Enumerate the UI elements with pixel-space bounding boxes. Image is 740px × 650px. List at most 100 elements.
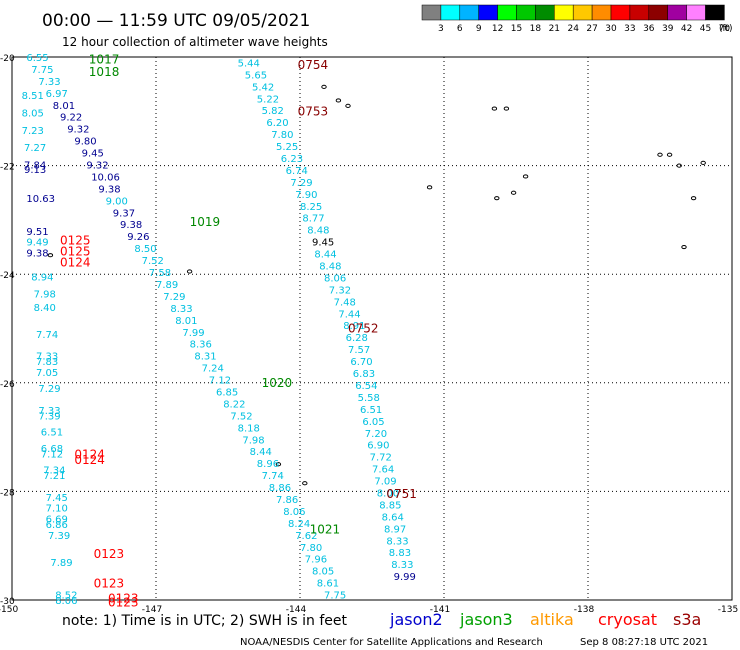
island-outline xyxy=(690,196,697,201)
plot-border xyxy=(11,56,733,601)
wave-height-label: 9.32 xyxy=(67,125,89,136)
wave-height-points: 6.557.757.336.978.019.229.329.809.459.32… xyxy=(22,53,416,607)
island-outline xyxy=(666,152,673,157)
wave-height-label: 8.00 xyxy=(377,488,399,499)
pass-time-label: 1021 xyxy=(310,522,341,536)
x-tick-label: -141 xyxy=(430,605,450,615)
pass-time-label: 0123 xyxy=(108,596,139,610)
wave-height-label: 6.83 xyxy=(353,369,375,380)
wave-height-label: 7.99 xyxy=(182,328,204,339)
colorbar-tick: 6 xyxy=(457,24,463,34)
wave-height-label: 8.01 xyxy=(175,316,197,327)
wave-height-label: 7.10 xyxy=(46,504,68,515)
wave-height-label: 8.05 xyxy=(22,108,44,119)
legend-cryosat: cryosat xyxy=(598,610,657,629)
colorbar-tick: 70 xyxy=(719,24,731,34)
colorbar-unit: (ft) xyxy=(719,24,733,34)
colorbar-swatch xyxy=(516,4,536,21)
wave-height-label: 10.63 xyxy=(26,194,55,205)
pass-time-label: 0124 xyxy=(60,255,91,269)
island-outline xyxy=(700,160,706,165)
island-outline xyxy=(275,462,282,467)
y-tick-label: -28 xyxy=(0,488,15,498)
wave-height-label: 8.51 xyxy=(22,91,44,102)
pass-time-label: 1019 xyxy=(190,215,221,229)
wave-height-label: 7.45 xyxy=(46,493,68,504)
wave-height-label: 8.96 xyxy=(257,459,279,470)
wave-height-label: 9.26 xyxy=(127,232,149,243)
colorbar-swatch xyxy=(648,4,668,21)
wave-height-label: 8.06 xyxy=(324,273,346,284)
colorbar-swatch xyxy=(705,4,725,21)
colorbar-tick: 36 xyxy=(643,24,655,34)
colorbar-tick: 39 xyxy=(662,24,674,34)
wave-height-label: 7.48 xyxy=(334,297,356,308)
island-outline xyxy=(345,103,351,108)
wave-height-label: 7.39 xyxy=(48,531,70,542)
wave-height-label: 5.42 xyxy=(252,82,274,93)
wave-height-label: 7.05 xyxy=(36,368,58,379)
island-outline xyxy=(321,84,327,89)
wave-height-label: 6.55 xyxy=(26,53,48,64)
pass-time-label: 0752 xyxy=(348,322,379,336)
x-tick-label: -138 xyxy=(574,605,595,615)
island-outline xyxy=(522,174,529,179)
wave-height-label: 9.00 xyxy=(106,196,128,207)
wave-height-label: 8.24 xyxy=(288,519,310,530)
wave-height-label: 8.94 xyxy=(31,272,53,283)
colorbar-tick: 24 xyxy=(567,24,579,34)
pass-time-label: 0751 xyxy=(386,487,417,501)
legend-altika: altika xyxy=(530,610,574,629)
colorbar-swatch xyxy=(554,4,574,21)
wave-height-label: 6.28 xyxy=(346,333,368,344)
pass-time-label: 0754 xyxy=(298,58,329,72)
wave-height-label: 5.65 xyxy=(245,70,267,81)
wave-height-label: 6.97 xyxy=(46,89,68,100)
wave-height-label: 8.52 xyxy=(55,591,77,602)
wave-height-label: 8.33 xyxy=(391,560,413,571)
pass-time-label: 0124 xyxy=(74,453,105,467)
wave-height-label: 7.90 xyxy=(295,190,317,201)
wave-height-label: 9.45 xyxy=(82,149,104,160)
wave-height-label: 8.77 xyxy=(302,214,324,225)
wave-height-label: 7.09 xyxy=(374,477,396,488)
wave-height-label: 6.51 xyxy=(41,428,63,439)
wave-height-label: 6.74 xyxy=(286,166,308,177)
island-outline xyxy=(676,163,682,168)
y-tick-label: -24 xyxy=(0,271,15,281)
footer-note: note: 1) Time is in UTC; 2) SWH is in fe… xyxy=(62,613,348,629)
wave-height-label: 9.51 xyxy=(26,227,48,238)
wave-height-label: 7.64 xyxy=(372,465,394,476)
wave-height-label: 7.75 xyxy=(324,591,346,602)
wave-height-label: 7.39 xyxy=(38,411,60,422)
island-outline xyxy=(47,253,54,258)
wave-height-label: 6.51 xyxy=(360,405,382,416)
colorbar-tick: 33 xyxy=(624,24,635,34)
wave-height-label: 7.58 xyxy=(149,268,171,279)
colorbar-tick: 18 xyxy=(530,24,542,34)
wave-height-label: 8.06 xyxy=(283,507,305,518)
x-tick-label: -144 xyxy=(286,605,307,615)
island-outline xyxy=(302,481,308,486)
wave-height-label: 9.32 xyxy=(86,161,108,172)
wave-height-label: 8.36 xyxy=(190,340,212,351)
wave-height-label: 7.89 xyxy=(156,280,178,291)
wave-height-label: 7.98 xyxy=(242,435,264,446)
colorbar-swatch xyxy=(667,4,687,21)
wave-height-label: 8.05 xyxy=(312,567,334,578)
colorbar-swatch xyxy=(535,4,555,21)
wave-height-label: 8.44 xyxy=(314,250,336,261)
wave-height-label: 7.62 xyxy=(295,531,317,542)
colorbar-tick: 15 xyxy=(511,24,522,34)
wave-height-label: 7.20 xyxy=(365,429,387,440)
wave-height-label: 6.20 xyxy=(266,118,288,129)
colorbar-tick: 9 xyxy=(476,24,482,34)
colorbar-swatch xyxy=(686,4,706,21)
wave-height-label: 8.22 xyxy=(223,399,245,410)
pass-time-label: 1018 xyxy=(89,65,120,79)
legend-s3a: s3a xyxy=(673,610,701,629)
wave-height-label: 8.44 xyxy=(250,447,272,458)
wave-height-label: 8.18 xyxy=(238,423,260,434)
pass-time-label: 0124 xyxy=(74,447,105,461)
wave-height-label: 8.61 xyxy=(317,579,339,590)
